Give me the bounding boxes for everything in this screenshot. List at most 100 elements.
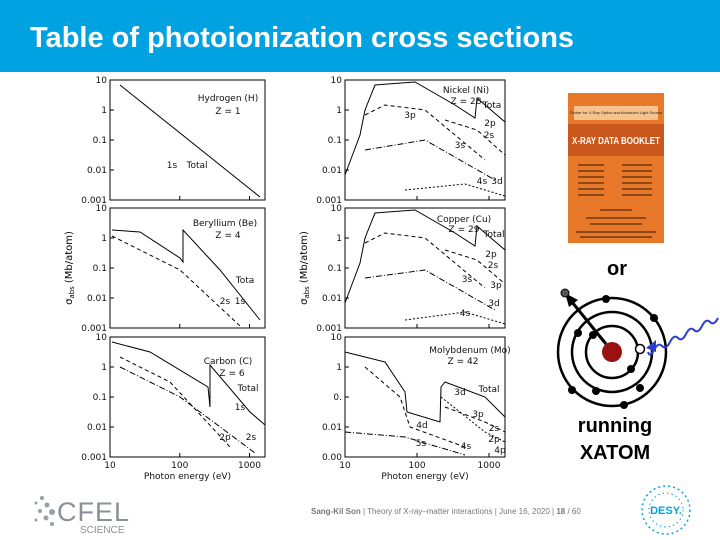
arrow-head xyxy=(565,293,578,307)
y-tick-label: 10 xyxy=(331,333,343,343)
panel-label: 3p xyxy=(404,111,416,121)
panel-label: Z = 28 xyxy=(451,97,482,107)
panel-label: Total xyxy=(477,385,499,395)
header-bar xyxy=(0,0,720,72)
panel-label: 2s xyxy=(246,433,257,443)
y-tick-label: 10 xyxy=(331,204,343,214)
panel-label: 3s xyxy=(455,141,466,151)
x-axis-label: Photon energy (eV) xyxy=(144,472,231,482)
curve xyxy=(344,209,506,304)
panel-label: Z = 1 xyxy=(215,107,240,117)
logo-sub: SCIENCE xyxy=(80,525,125,536)
y-tick-label: 10 xyxy=(96,333,108,343)
panel-label: Carbon (C) xyxy=(204,357,253,367)
booklet-top: Center for X-Ray Optics and Advanced Lig… xyxy=(570,110,663,115)
author: Sang-Kil Son xyxy=(311,507,361,516)
panel-label: 4d xyxy=(416,421,427,431)
panel-label: Z = 4 xyxy=(215,231,240,241)
booklet-title: X-RAY DATA BOOKLET xyxy=(572,136,660,147)
x-tick-label: 100 xyxy=(171,461,188,471)
panel-label: 1s xyxy=(167,161,178,171)
y-tick-label: 0.1 xyxy=(93,264,107,274)
panel-label: Copper (Cu) xyxy=(437,215,491,225)
photoelectron-arrow xyxy=(570,301,608,345)
y-axis-symbol: σ xyxy=(299,298,310,305)
curve xyxy=(111,341,266,426)
panel-label: 2s xyxy=(488,261,499,271)
title: Table of photoionization cross sections xyxy=(30,22,574,54)
panel-label: 3s xyxy=(462,275,473,285)
panel-label: Total xyxy=(185,161,207,171)
desy-logo: DESY. xyxy=(641,485,691,535)
booklet-title-band xyxy=(568,124,664,156)
y-tick-label: 0.001 xyxy=(81,453,107,463)
curve xyxy=(119,356,231,448)
y-tick-label: 1 xyxy=(336,363,342,373)
panel-label: Hydrogen (H) xyxy=(198,94,258,104)
panel-label: Beryllium (Be) xyxy=(193,219,257,229)
program-text: XATOM xyxy=(580,442,650,464)
panel-label: 4s xyxy=(477,177,488,187)
panel-label: 3p xyxy=(472,410,484,420)
curve xyxy=(440,396,506,443)
y-tick-label: 1 xyxy=(336,234,342,244)
panel-label: Tota xyxy=(235,276,255,286)
y-tick-label: 0.001 xyxy=(316,196,342,206)
logo-text: CFEL xyxy=(57,497,130,527)
curve xyxy=(404,311,506,325)
y-axis-label: σabs (Mb/atom) xyxy=(299,231,311,305)
panel-label: 4s xyxy=(460,309,471,319)
y-tick-label: 0.00 xyxy=(322,453,342,463)
panel-label: 4s xyxy=(461,442,472,452)
curve xyxy=(364,269,496,311)
y-tick-label: 10 xyxy=(331,76,343,86)
atom xyxy=(556,288,719,409)
page-total: / 60 xyxy=(567,507,581,516)
panel-label: 5s xyxy=(416,439,427,449)
x-tick-label: 10 xyxy=(339,461,351,471)
x-axis-label: Photon energy (eV) xyxy=(381,472,468,482)
y-axis-unit: (Mb/atom) xyxy=(299,231,310,283)
y-tick-label: 0. xyxy=(333,393,342,403)
y-tick-label: 0.01 xyxy=(87,166,107,176)
panel-label: Z = 6 xyxy=(219,369,244,379)
page: 18 xyxy=(556,507,565,516)
panel-label: 3d xyxy=(454,388,465,398)
panel-label: Molybdenum (Mo) xyxy=(429,346,510,356)
ejected-electron xyxy=(560,288,570,298)
y-tick-label: 1 xyxy=(101,363,107,373)
panel-label: 2p xyxy=(488,435,500,445)
panel-label: 2s xyxy=(484,131,495,141)
y-tick-label: 1 xyxy=(336,106,342,116)
curve xyxy=(364,104,486,161)
footer-text: Sang-Kil Son | Theory of X-ray–matter in… xyxy=(311,507,581,516)
panel-label: Total xyxy=(482,230,504,240)
curve xyxy=(344,431,466,456)
booklet: Center for X-Ray Optics and Advanced Lig… xyxy=(568,93,664,243)
panel-label: 1s xyxy=(235,403,246,413)
panel-label: 3d xyxy=(488,299,499,309)
y-tick-label: 0.1 xyxy=(93,393,107,403)
y-tick-label: 0.001 xyxy=(316,324,342,334)
curve xyxy=(364,232,486,289)
logo-dots xyxy=(34,496,55,526)
running-text: running xyxy=(578,415,652,437)
curve xyxy=(444,119,506,156)
or-text: or xyxy=(607,258,627,280)
cfel-logo: CFEL SCIENCE xyxy=(34,496,130,536)
panel-label: 1s xyxy=(235,297,246,307)
y-tick-label: 0.1 xyxy=(328,136,342,146)
panel-label: 3p xyxy=(490,281,502,291)
y-tick-label: 0.01 xyxy=(87,294,107,304)
desy-ring xyxy=(648,492,684,528)
curve xyxy=(119,366,256,454)
x-tick-label: 10 xyxy=(104,461,116,471)
panel-label: 4p xyxy=(494,446,506,456)
photon-head xyxy=(646,340,656,352)
y-tick-label: 1 xyxy=(101,234,107,244)
curve xyxy=(364,366,466,448)
panel-label: 2s xyxy=(489,424,500,434)
